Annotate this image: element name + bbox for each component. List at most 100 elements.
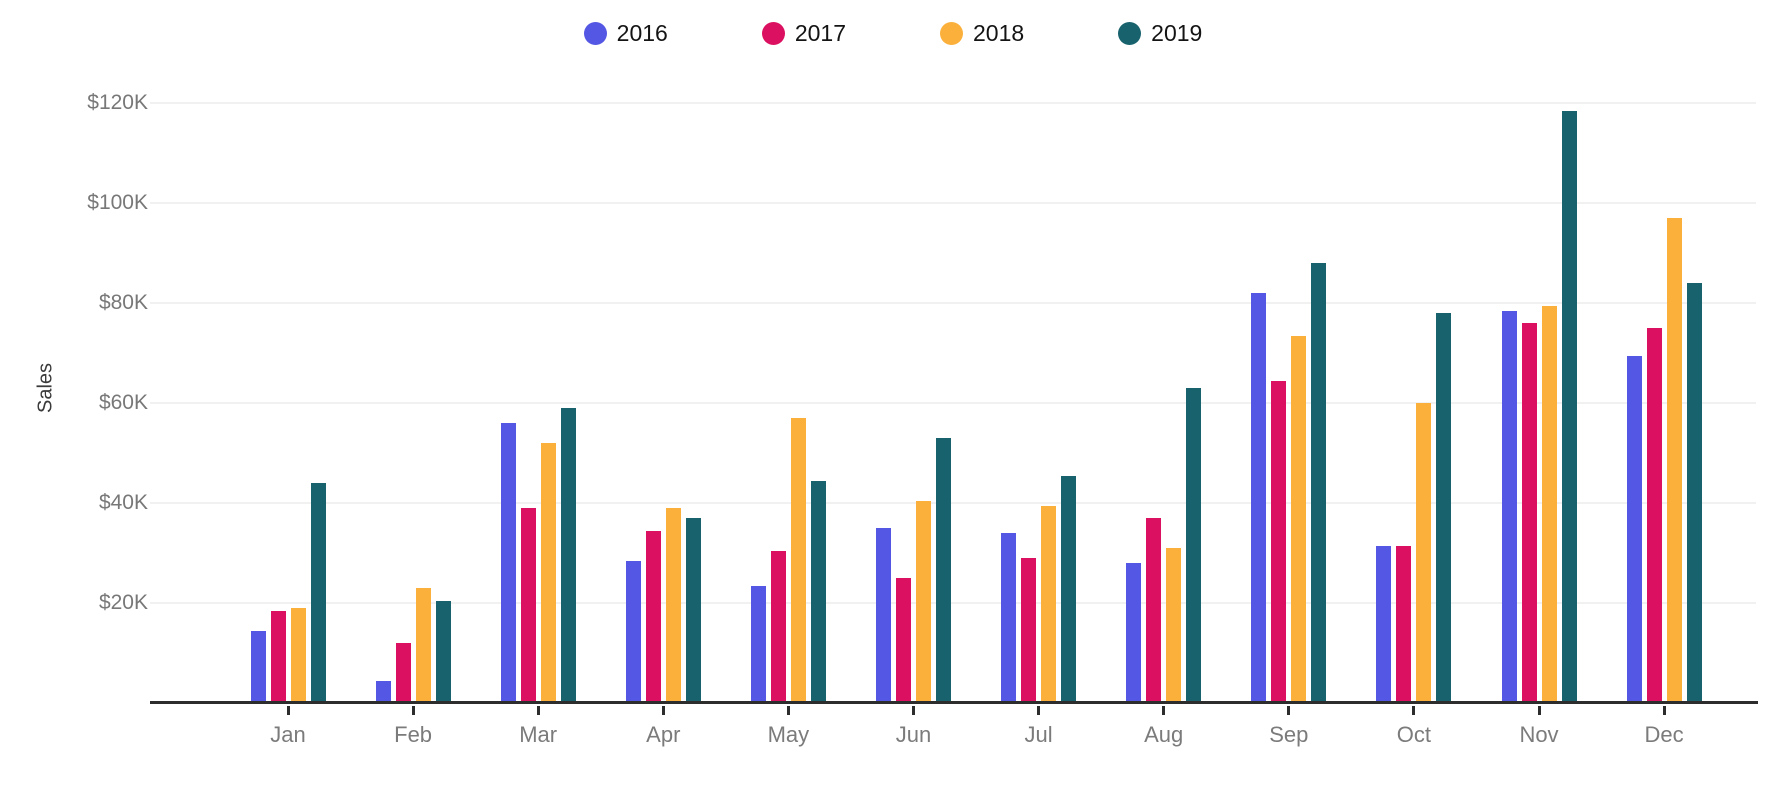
- bar-2018-dec[interactable]: [1666, 218, 1682, 703]
- bar-2019-nov[interactable]: [1561, 110, 1577, 703]
- bar-2019-mar[interactable]: [560, 408, 576, 703]
- y-tick-label-120k: $120K: [87, 91, 148, 114]
- bar-2018-jun[interactable]: [916, 500, 931, 703]
- legend-item-2017[interactable]: 2017: [761, 20, 846, 46]
- legend-label-2019: 2019: [1151, 20, 1203, 46]
- y-tick-label-100k: $100K: [87, 191, 148, 214]
- x-tick-mark-aug: [1162, 706, 1166, 715]
- legend-swatch-2018: [940, 22, 963, 45]
- x-tick-label-sep: Sep: [1269, 722, 1309, 747]
- legend-swatch-2019: [1118, 22, 1142, 45]
- plot-area: [150, 0, 1756, 703]
- x-tick-label-dec: Dec: [1644, 722, 1684, 747]
- x-tick-mark-apr: [661, 706, 665, 715]
- x-tick-mark-feb: [411, 706, 415, 715]
- bar-2018-jan[interactable]: [290, 608, 306, 703]
- bar-2016-jan[interactable]: [250, 630, 266, 703]
- gridline-20k: [150, 602, 1756, 604]
- bar-2016-apr[interactable]: [625, 560, 641, 703]
- legend: 2016 2017 2018 2019: [0, 22, 1786, 45]
- bar-2017-apr[interactable]: [645, 530, 661, 703]
- gridline-100k: [150, 202, 1756, 204]
- legend-item-2016[interactable]: 2016: [583, 20, 668, 46]
- y-tick-label-40k: $40K: [98, 491, 148, 514]
- gridline-120k: [150, 102, 1756, 104]
- bar-2017-sep[interactable]: [1271, 380, 1287, 703]
- x-tick-mark-jul: [1037, 706, 1041, 715]
- bar-2016-feb[interactable]: [375, 680, 391, 703]
- x-tick-label-jan: Jan: [270, 722, 306, 747]
- x-tick-mark-oct: [1412, 706, 1416, 715]
- bar-2019-dec[interactable]: [1686, 283, 1702, 703]
- bar-2016-jun[interactable]: [876, 528, 891, 703]
- x-tick-mark-dec: [1662, 706, 1666, 715]
- bar-2016-aug[interactable]: [1126, 563, 1142, 703]
- x-tick-mark-nov: [1537, 706, 1541, 715]
- bar-2017-mar[interactable]: [520, 508, 536, 703]
- bar-2019-aug[interactable]: [1186, 388, 1202, 703]
- bar-2017-jan[interactable]: [270, 610, 286, 703]
- bar-2018-aug[interactable]: [1166, 548, 1182, 703]
- bar-2016-jul[interactable]: [1001, 533, 1017, 703]
- x-tick-mark-sep: [1287, 706, 1291, 715]
- x-tick-label-jun: Jun: [895, 722, 932, 747]
- bar-2019-feb[interactable]: [435, 600, 451, 703]
- x-tick-label-jul: Jul: [1024, 722, 1053, 747]
- bar-2019-may[interactable]: [810, 480, 826, 703]
- y-tick-label-20k: $20K: [98, 591, 148, 614]
- x-tick-label-oct: Oct: [1396, 722, 1431, 747]
- legend-item-2019[interactable]: 2019: [1118, 22, 1202, 45]
- bar-2016-oct[interactable]: [1376, 545, 1392, 703]
- bar-2016-may[interactable]: [750, 585, 766, 703]
- legend-swatch-2017: [761, 22, 785, 45]
- bar-2018-sep[interactable]: [1291, 335, 1307, 703]
- bar-2017-oct[interactable]: [1396, 545, 1412, 703]
- x-tick-mark-may: [786, 706, 790, 715]
- bar-2019-sep[interactable]: [1311, 263, 1327, 703]
- bar-2018-oct[interactable]: [1416, 403, 1432, 703]
- x-tick-label-mar: Mar: [519, 722, 558, 747]
- x-tick-label-apr: Apr: [646, 722, 681, 747]
- x-tick-label-feb: Feb: [394, 722, 433, 747]
- bar-2017-jun[interactable]: [896, 578, 911, 703]
- legend-swatch-2016: [583, 22, 607, 45]
- x-tick-mark-jan: [286, 706, 290, 715]
- bar-2019-jan[interactable]: [310, 483, 326, 703]
- bar-2017-aug[interactable]: [1146, 518, 1162, 703]
- bar-2017-dec[interactable]: [1646, 328, 1662, 703]
- gridline-40k: [150, 502, 1756, 504]
- bar-2019-apr[interactable]: [685, 518, 701, 703]
- bar-2017-nov[interactable]: [1521, 323, 1537, 703]
- y-tick-label-60k: $60K: [98, 391, 148, 414]
- x-tick-label-aug: Aug: [1144, 722, 1184, 747]
- x-tick-label-nov: Nov: [1519, 722, 1559, 747]
- bar-2016-mar[interactable]: [500, 423, 516, 703]
- legend-label-2018: 2018: [973, 20, 1025, 46]
- bar-2019-jul[interactable]: [1061, 475, 1077, 703]
- legend-label-2016: 2016: [616, 20, 668, 46]
- bar-2017-may[interactable]: [770, 550, 786, 703]
- bar-2018-feb[interactable]: [415, 588, 431, 703]
- x-tick-label-may: May: [767, 722, 810, 747]
- legend-label-2017: 2017: [794, 20, 846, 46]
- x-axis-line: [150, 701, 1758, 704]
- bar-2016-nov[interactable]: [1501, 310, 1517, 703]
- bar-2019-jun[interactable]: [936, 438, 951, 703]
- bar-2019-oct[interactable]: [1436, 313, 1452, 703]
- bar-2018-jul[interactable]: [1041, 505, 1057, 703]
- bar-2018-may[interactable]: [790, 418, 806, 703]
- gridline-60k: [150, 402, 1756, 404]
- bar-2016-sep[interactable]: [1251, 293, 1267, 703]
- x-tick-mark-mar: [536, 706, 540, 715]
- gridline-80k: [150, 302, 1756, 304]
- bar-2018-nov[interactable]: [1541, 305, 1557, 703]
- x-tick-mark-jun: [912, 706, 915, 715]
- y-tick-label-80k: $80K: [98, 291, 148, 314]
- bar-2018-mar[interactable]: [540, 443, 556, 703]
- bar-2017-feb[interactable]: [395, 643, 411, 703]
- bar-2018-apr[interactable]: [665, 508, 681, 703]
- bar-2017-jul[interactable]: [1021, 558, 1037, 703]
- bar-2016-dec[interactable]: [1626, 355, 1642, 703]
- legend-item-2018[interactable]: 2018: [940, 22, 1024, 45]
